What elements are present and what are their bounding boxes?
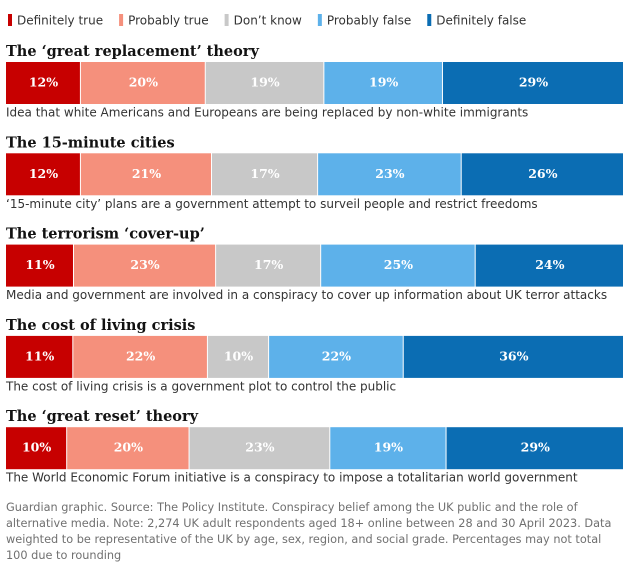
value-label: 10% [22, 440, 51, 455]
value-label: 22% [126, 348, 155, 363]
value-label: 12% [29, 166, 58, 181]
legend-swatch [427, 14, 432, 26]
footnote: Guardian graphic. Source: The Policy Ins… [6, 501, 612, 562]
row-title: The ‘great reset’ theory [6, 408, 199, 425]
value-label: 19% [250, 75, 279, 90]
value-label: 23% [245, 440, 274, 455]
legend-label: Definitely true [17, 14, 103, 28]
bar-segment [189, 427, 330, 470]
value-label: 29% [521, 440, 550, 455]
bar-segment [269, 335, 403, 378]
bar-segment [80, 62, 205, 104]
row-title: The ‘great replacement’ theory [6, 43, 259, 60]
row-title: The cost of living crisis [6, 317, 195, 334]
page: {"chart_data": {"type": "stacked-bar-100… [5, 13, 623, 562]
legend-label: Don’t know [234, 14, 302, 28]
row-description: ‘15-minute city’ plans are a government … [6, 197, 538, 211]
bar-segment [67, 427, 189, 470]
legend-swatch [119, 14, 124, 26]
value-label: 12% [29, 75, 58, 90]
value-label: 22% [322, 348, 351, 363]
value-label: 25% [384, 257, 413, 272]
bar-segment [205, 62, 324, 104]
value-label: 23% [375, 166, 404, 181]
legend-swatch [317, 14, 322, 26]
value-label: 19% [369, 75, 398, 90]
legend-swatch [224, 14, 229, 26]
value-label: 20% [114, 440, 143, 455]
chart: Definitely true Probably true Don’t know Pr… [5, 14, 623, 485]
bar-segment [207, 335, 269, 378]
value-label: 21% [132, 166, 161, 181]
bar-segment [6, 153, 80, 196]
bar-segment [461, 153, 623, 196]
bar-segment [6, 62, 80, 104]
legend-label: Definitely false [436, 14, 526, 28]
bar-segment [403, 335, 623, 378]
row-description: Idea that white Americans and Europeans … [6, 106, 528, 120]
legend-label: Probably true [128, 14, 209, 28]
value-label: 20% [129, 75, 158, 90]
row-description: Media and government are involved in a c… [6, 288, 607, 302]
value-label: 11% [25, 257, 54, 272]
value-label: 26% [528, 166, 557, 181]
bar-segment [330, 427, 446, 470]
value-label: 10% [224, 348, 253, 363]
bar-segment [324, 62, 442, 104]
bar-segment [73, 244, 216, 287]
bar-segment [212, 153, 318, 196]
value-label: 29% [519, 75, 548, 90]
bar-segment [6, 427, 67, 470]
bar-segment [6, 244, 73, 287]
row-description: The cost of living crisis is a governmen… [5, 379, 396, 393]
bar-segment [80, 153, 211, 196]
value-label: 19% [374, 440, 403, 455]
bar-segment [446, 427, 623, 470]
value-label: 17% [254, 257, 283, 272]
legend-label: Probably false [327, 14, 411, 28]
row-title: The terrorism ‘cover-up’ [6, 226, 205, 243]
value-label: 24% [535, 257, 564, 272]
bar-segment [321, 244, 475, 287]
value-label: 11% [25, 348, 54, 363]
legend-swatch [8, 14, 12, 26]
bar-segment [442, 62, 623, 104]
value-label: 17% [250, 166, 279, 181]
bar-segment [475, 244, 623, 287]
value-label: 23% [130, 257, 159, 272]
bar-segment [318, 153, 461, 196]
bar-segment [73, 335, 207, 378]
value-label: 36% [499, 348, 528, 363]
row-description: The World Economic Forum initiative is a… [5, 471, 578, 485]
bar-segment [6, 335, 73, 378]
row-title: The 15-minute cities [6, 134, 175, 151]
bar-segment [216, 244, 321, 287]
